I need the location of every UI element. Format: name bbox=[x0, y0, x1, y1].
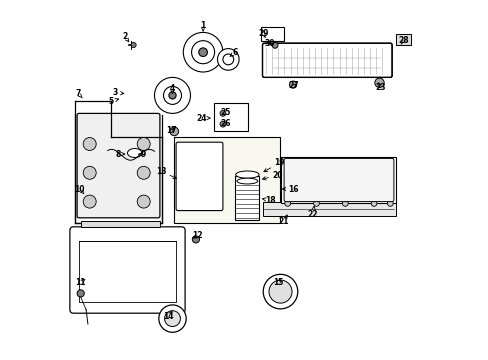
Circle shape bbox=[131, 42, 136, 48]
Circle shape bbox=[199, 48, 207, 57]
Circle shape bbox=[164, 311, 180, 327]
FancyBboxPatch shape bbox=[70, 227, 185, 313]
Text: 10: 10 bbox=[74, 185, 85, 194]
Circle shape bbox=[370, 201, 376, 206]
Ellipse shape bbox=[237, 178, 257, 184]
Text: 6: 6 bbox=[232, 48, 238, 57]
Circle shape bbox=[183, 32, 223, 72]
Text: 4: 4 bbox=[169, 84, 175, 93]
Text: 9: 9 bbox=[141, 150, 146, 159]
Circle shape bbox=[313, 201, 319, 206]
Ellipse shape bbox=[235, 171, 259, 178]
Text: 14: 14 bbox=[163, 312, 174, 321]
Bar bbox=[213, 103, 247, 131]
Text: 3: 3 bbox=[112, 89, 117, 98]
Circle shape bbox=[137, 195, 150, 208]
Circle shape bbox=[386, 201, 392, 206]
Text: 16: 16 bbox=[287, 185, 298, 194]
Text: 7: 7 bbox=[75, 89, 81, 98]
Circle shape bbox=[289, 81, 296, 88]
Text: 24: 24 bbox=[196, 114, 207, 122]
Circle shape bbox=[220, 121, 225, 127]
Circle shape bbox=[374, 78, 384, 87]
Bar bbox=[81, 221, 160, 227]
Circle shape bbox=[83, 195, 96, 208]
Circle shape bbox=[154, 77, 190, 113]
Circle shape bbox=[168, 92, 176, 99]
Bar bbox=[235, 176, 258, 220]
Text: 5: 5 bbox=[108, 97, 113, 106]
Text: 12: 12 bbox=[192, 231, 203, 240]
Circle shape bbox=[83, 166, 96, 179]
Circle shape bbox=[220, 111, 225, 116]
Text: 1: 1 bbox=[200, 21, 205, 30]
Circle shape bbox=[263, 274, 297, 309]
Ellipse shape bbox=[127, 149, 142, 158]
Text: 30: 30 bbox=[264, 40, 274, 49]
Circle shape bbox=[163, 86, 181, 104]
Bar bbox=[280, 157, 395, 203]
Text: 17: 17 bbox=[166, 126, 177, 135]
Circle shape bbox=[342, 201, 347, 206]
Text: 20: 20 bbox=[272, 171, 282, 180]
Text: 21: 21 bbox=[278, 217, 288, 226]
Circle shape bbox=[268, 280, 291, 303]
Text: 11: 11 bbox=[75, 278, 86, 287]
Circle shape bbox=[284, 201, 290, 206]
Circle shape bbox=[217, 49, 239, 70]
FancyBboxPatch shape bbox=[262, 43, 391, 77]
Text: 13: 13 bbox=[155, 166, 166, 176]
Bar bbox=[395, 34, 410, 45]
Text: 25: 25 bbox=[220, 108, 230, 117]
Text: 22: 22 bbox=[307, 210, 318, 219]
Circle shape bbox=[170, 127, 178, 136]
Bar bbox=[174, 137, 280, 223]
Text: 2: 2 bbox=[122, 32, 127, 41]
Bar bbox=[262, 202, 395, 216]
Circle shape bbox=[137, 166, 150, 179]
Text: 18: 18 bbox=[265, 196, 276, 205]
Circle shape bbox=[137, 138, 150, 150]
Circle shape bbox=[192, 236, 199, 243]
Bar bbox=[260, 27, 284, 41]
Text: 27: 27 bbox=[288, 81, 299, 90]
Circle shape bbox=[159, 305, 186, 332]
Circle shape bbox=[191, 41, 214, 64]
Text: 8: 8 bbox=[115, 150, 120, 159]
FancyBboxPatch shape bbox=[284, 158, 393, 202]
Circle shape bbox=[77, 290, 84, 297]
Circle shape bbox=[272, 42, 277, 48]
Circle shape bbox=[83, 138, 96, 150]
Circle shape bbox=[223, 54, 233, 65]
Text: 23: 23 bbox=[375, 83, 385, 92]
FancyBboxPatch shape bbox=[176, 142, 223, 211]
Text: 29: 29 bbox=[258, 29, 268, 38]
Text: 28: 28 bbox=[398, 36, 408, 45]
Text: 19: 19 bbox=[274, 158, 285, 167]
Text: 26: 26 bbox=[220, 119, 230, 128]
FancyBboxPatch shape bbox=[77, 113, 160, 218]
Text: 15: 15 bbox=[273, 278, 284, 287]
